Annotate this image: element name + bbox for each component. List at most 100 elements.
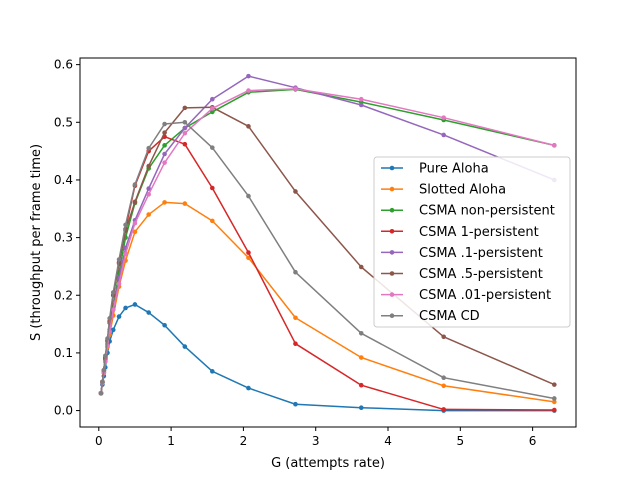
data-point [132,199,138,205]
data-point [358,96,364,102]
data-point [210,369,215,374]
legend-label: Slotted Aloha [419,183,506,198]
data-point [110,307,116,312]
legend-entry: Slotted Aloha [381,183,506,198]
data-point [146,186,151,191]
data-point [441,334,446,340]
data-point [182,119,188,125]
data-point [552,396,557,401]
x-tick-label: 6 [529,434,537,448]
data-point [110,327,116,333]
series-7 [98,119,557,401]
legend-marker [389,207,395,213]
data-point [123,305,128,311]
data-point [441,115,446,120]
data-point [358,405,364,410]
data-point [132,302,138,307]
legend-entry: CSMA CD [381,309,480,324]
legend-entry: CSMA non-persistent [381,204,555,219]
data-point [441,383,446,389]
x-tick-label: 3 [312,434,320,448]
x-tick-label: 5 [456,434,464,448]
legend-label: CSMA .5-persistent [419,267,543,282]
legend-marker [389,250,395,255]
legend-label: CSMA CD [419,309,480,324]
y-tick-label: 0.5 [54,115,73,129]
legend-label: CSMA non-persistent [419,204,555,219]
y-tick-label: 0.3 [54,231,73,245]
legend-entry: CSMA .01-persistent [381,288,551,303]
data-point [116,281,122,287]
data-point [552,143,557,148]
legend-entry: CSMA .1-persistent [381,246,543,261]
data-point [162,143,167,148]
data-point [182,201,188,206]
data-point [293,401,298,407]
data-point [132,229,138,235]
data-point [246,73,251,79]
y-tick-label: 0.0 [54,404,73,418]
data-point [101,367,107,373]
data-point [162,121,167,127]
legend-marker [389,271,395,276]
y-tick-label: 0.6 [54,58,73,72]
data-point [210,185,215,191]
data-point [246,124,251,129]
y-axis-ticks: 0.0 0.1 0.2 0.3 0.4 0.5 0.6 [54,58,80,418]
data-point [100,379,105,385]
y-tick-label: 0.2 [54,288,73,302]
data-point [105,336,110,341]
legend-marker [389,186,395,192]
data-point [293,341,298,346]
plot-series [98,73,557,413]
data-point [110,290,116,295]
data-point [146,212,151,217]
data-point [116,314,122,319]
data-point [116,257,122,262]
legend-label: CSMA .1-persistent [419,246,543,261]
data-point [441,132,446,138]
data-point [146,310,151,315]
data-point [441,407,446,412]
data-point [246,193,251,199]
x-axis-ticks: 0 1 2 3 4 5 6 [95,427,536,448]
y-tick-label: 0.4 [54,173,73,187]
data-point [182,130,188,136]
legend-entry: CSMA 1-persistent [381,225,539,240]
data-point [552,399,557,405]
data-point [552,407,557,413]
legend-marker [389,292,395,297]
data-point [132,182,138,187]
data-point [293,269,298,275]
data-point [246,385,251,391]
data-point [210,218,215,224]
data-point [98,390,104,396]
data-point [146,163,151,169]
data-point [210,106,215,111]
data-point [246,88,251,93]
x-tick-label: 1 [167,434,175,448]
data-point [210,96,215,102]
data-point [162,200,167,205]
data-point [182,105,188,111]
legend-label: CSMA 1-persistent [419,225,539,240]
legend: Pure Aloha Slotted Aloha CSMA non-persiste… [373,156,571,328]
data-point [182,125,188,131]
legend-entry: CSMA .5-persistent [381,267,543,282]
data-point [162,130,167,135]
legend-label: Pure Aloha [419,162,489,177]
data-point [293,86,298,92]
legend-marker [389,165,395,171]
data-point [246,255,251,261]
data-point [107,316,112,321]
data-point [293,315,298,321]
legend-entry: Pure Aloha [381,162,489,177]
x-tick-label: 2 [240,434,248,448]
data-point [162,151,167,157]
x-tick-label: 0 [95,434,103,448]
data-point [123,251,128,257]
y-axis-label: S (throughput per frame time) [29,144,44,341]
legend-label: CSMA .01-persistent [419,288,551,303]
data-point [132,220,138,226]
